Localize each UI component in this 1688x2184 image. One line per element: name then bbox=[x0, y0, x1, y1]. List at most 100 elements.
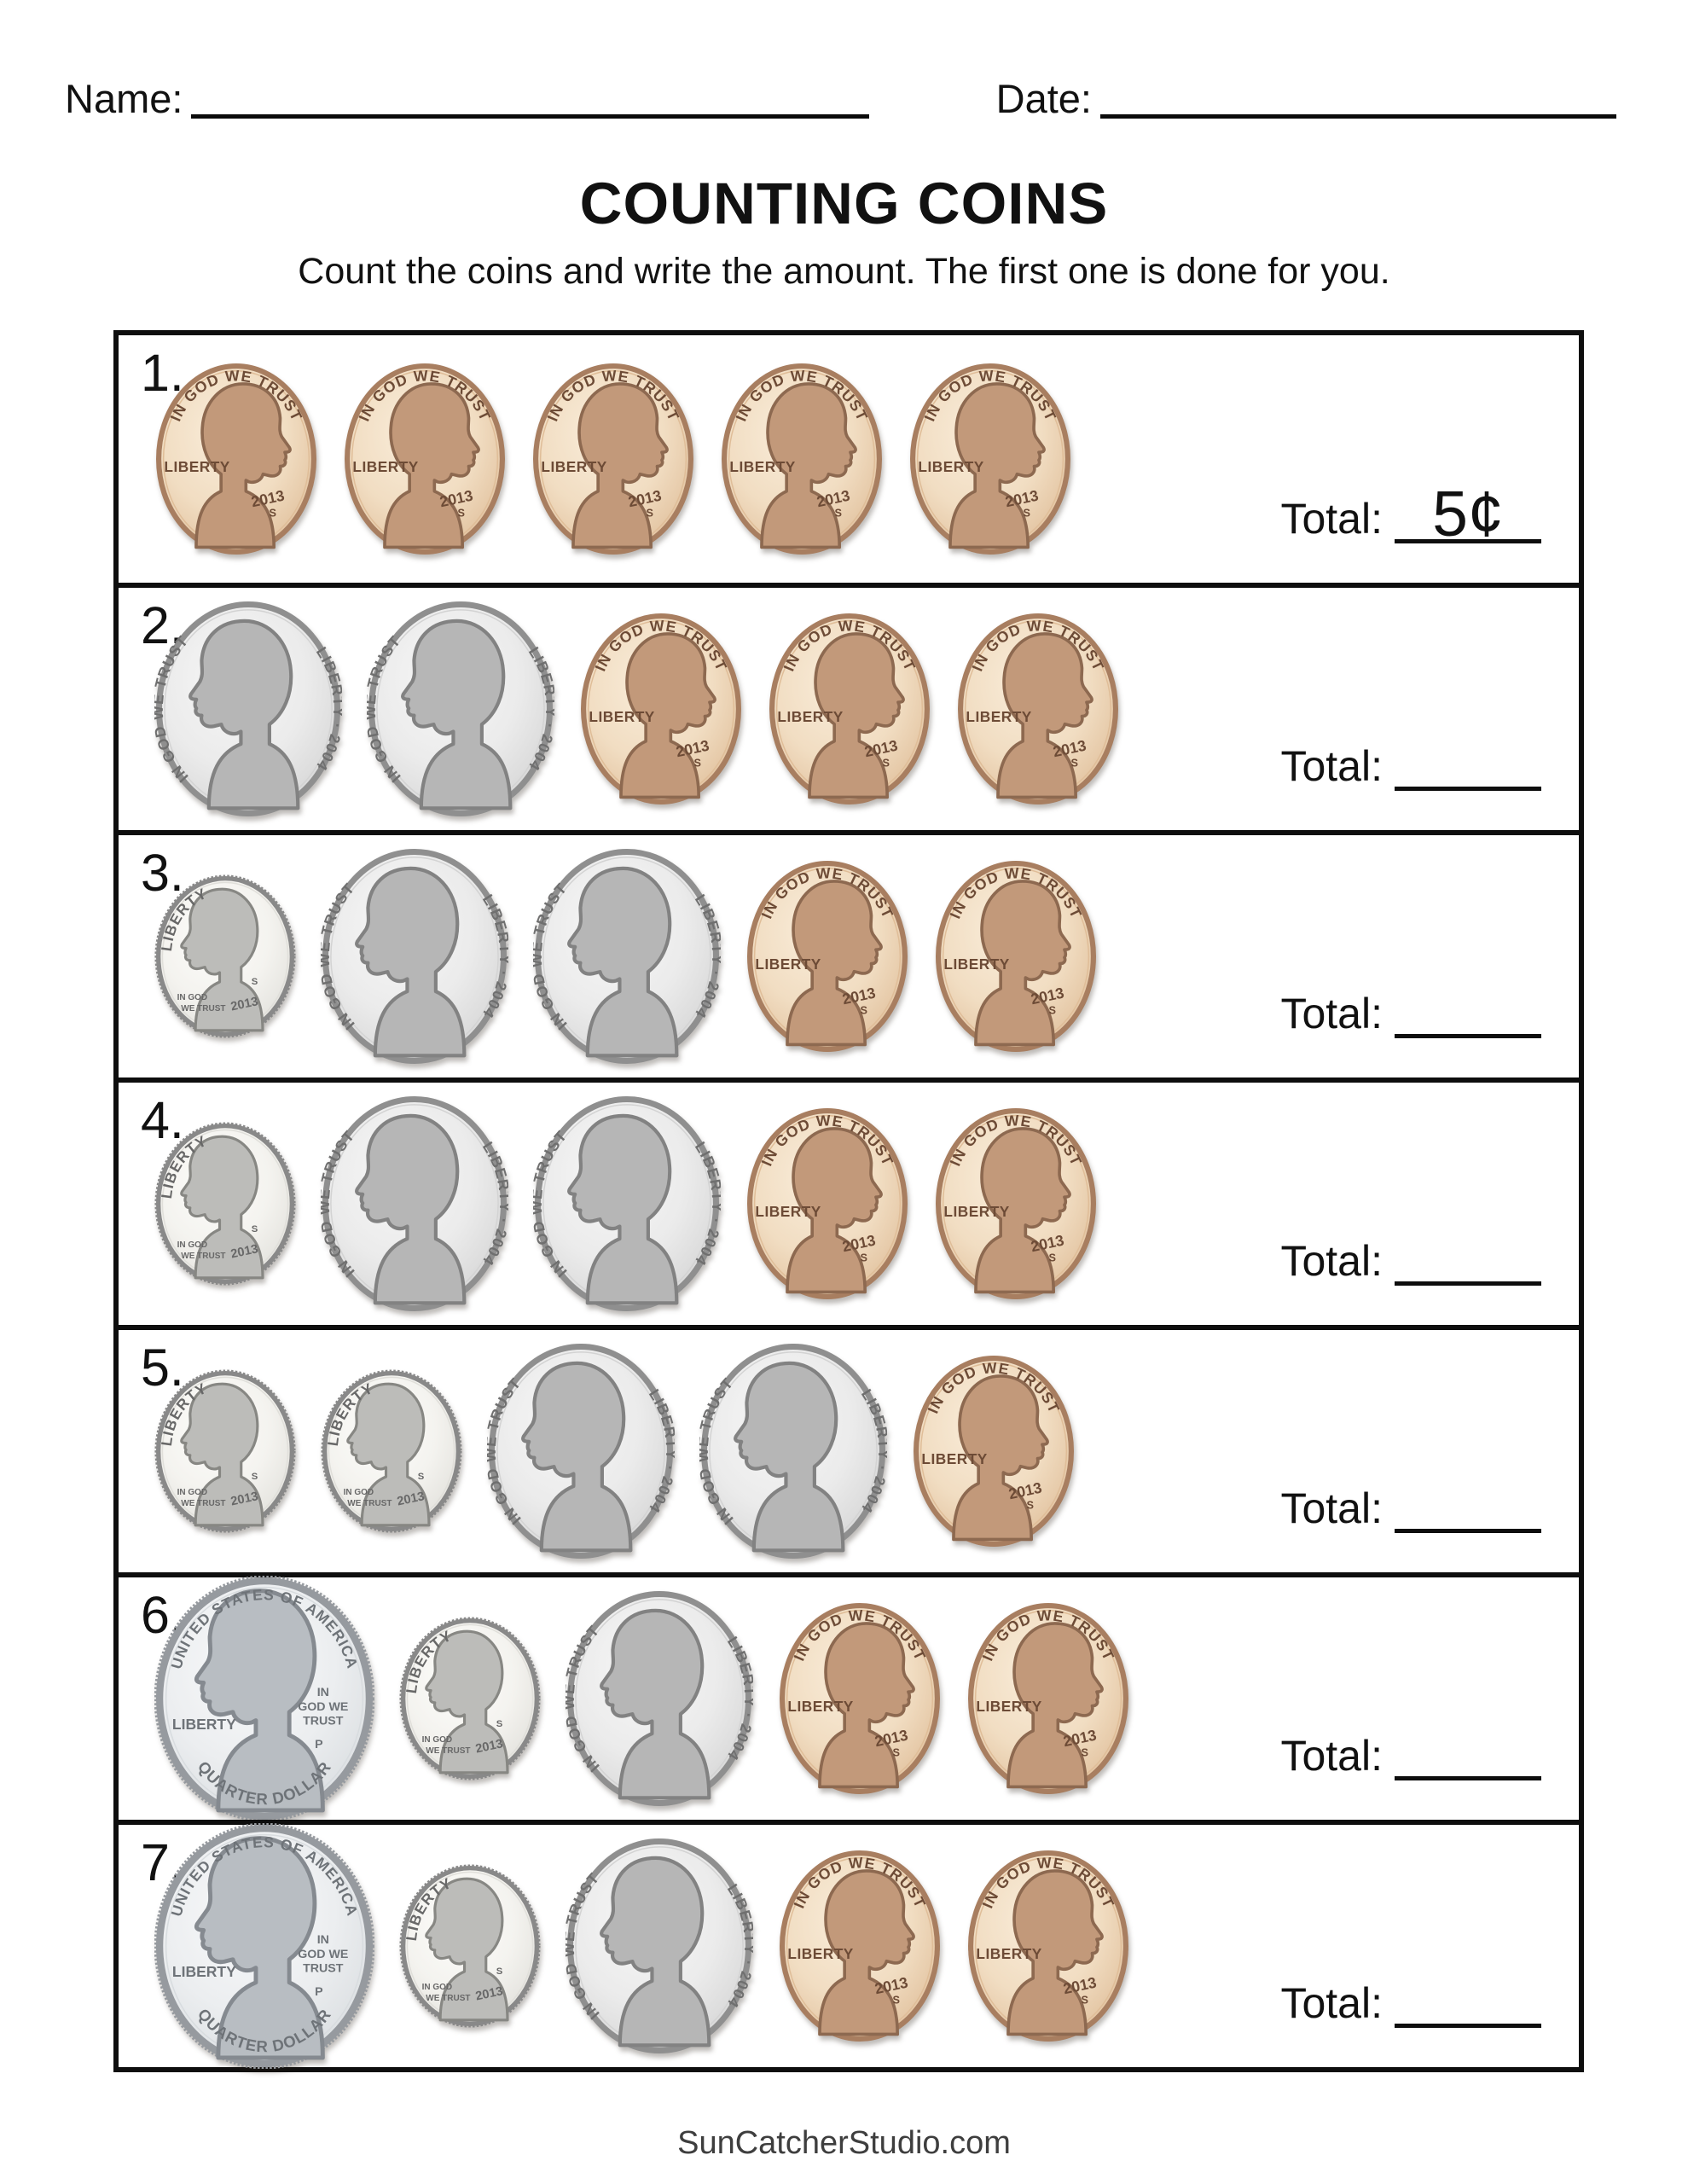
svg-text:S: S bbox=[860, 1252, 867, 1264]
total-label: Total: bbox=[1280, 1484, 1383, 1532]
answer-value: 5¢ bbox=[1432, 478, 1504, 549]
answer-blank[interactable] bbox=[1395, 1967, 1541, 2028]
total-field: Total: bbox=[1280, 730, 1541, 791]
coin-row: 7. UNITED STATES OF AMERICA QUARTER DOLLAR… bbox=[119, 1820, 1579, 2070]
svg-text:S: S bbox=[1048, 1252, 1055, 1264]
total-field: Total: bbox=[1280, 1720, 1541, 1780]
svg-text:S: S bbox=[693, 758, 700, 770]
svg-text:IN GOD: IN GOD bbox=[422, 1735, 453, 1745]
svg-text:WE TRUST: WE TRUST bbox=[426, 1746, 470, 1756]
svg-text:LIBERTY: LIBERTY bbox=[172, 1963, 236, 1980]
svg-text:S: S bbox=[252, 977, 258, 987]
svg-text:GOD WE: GOD WE bbox=[298, 1948, 348, 1961]
svg-text:2013: 2013 bbox=[396, 1490, 426, 1508]
svg-text:IN GOD: IN GOD bbox=[177, 1240, 208, 1250]
svg-text:S: S bbox=[1081, 1995, 1088, 2007]
svg-text:S: S bbox=[834, 508, 841, 520]
svg-text:GOD WE: GOD WE bbox=[298, 1700, 348, 1714]
svg-text:LIBERTY: LIBERTY bbox=[787, 1945, 853, 1962]
svg-text:LIBERTY: LIBERTY bbox=[787, 1698, 853, 1715]
svg-text:S: S bbox=[882, 758, 889, 770]
svg-text:LIBERTY: LIBERTY bbox=[943, 956, 1009, 973]
footer-credit: SunCatcherStudio.com bbox=[677, 2125, 1011, 2161]
date-line[interactable] bbox=[1100, 109, 1616, 119]
svg-text:S: S bbox=[269, 508, 276, 520]
svg-text:TRUST: TRUST bbox=[303, 1961, 344, 1975]
svg-text:LIBERTY: LIBERTY bbox=[921, 1450, 987, 1467]
svg-text:LIBERTY: LIBERTY bbox=[729, 458, 795, 475]
svg-text:S: S bbox=[418, 1472, 425, 1482]
total-field: Total: bbox=[1280, 1472, 1541, 1533]
date-field: Date: bbox=[996, 78, 1616, 119]
svg-text:S: S bbox=[646, 508, 653, 520]
instructions: Count the coins and write the amount. Th… bbox=[298, 251, 1390, 292]
svg-text:P: P bbox=[315, 1738, 322, 1751]
svg-text:LIBERTY: LIBERTY bbox=[976, 1945, 1041, 1962]
svg-text:S: S bbox=[892, 1995, 899, 2007]
answer-blank[interactable] bbox=[1395, 1225, 1541, 1286]
svg-text:S: S bbox=[860, 1005, 867, 1017]
total-label: Total: bbox=[1280, 742, 1383, 790]
answer-blank[interactable] bbox=[1395, 1472, 1541, 1533]
row-number: 1. bbox=[141, 344, 184, 402]
answer-blank[interactable] bbox=[1395, 978, 1541, 1038]
coin-group: UNITED STATES OF AMERICA QUARTER DOLLAR LI… bbox=[154, 1822, 1130, 2070]
svg-text:S: S bbox=[457, 508, 464, 520]
answer-blank[interactable] bbox=[1395, 730, 1541, 791]
total-field: Total: bbox=[1280, 978, 1541, 1038]
row-number: 4. bbox=[141, 1091, 184, 1149]
svg-text:S: S bbox=[496, 1966, 503, 1977]
total-field: Total: bbox=[1280, 1225, 1541, 1286]
svg-text:IN GOD: IN GOD bbox=[344, 1488, 374, 1497]
coin-row: 6. UNITED STATES OF AMERICA QUARTER DOLLAR… bbox=[119, 1572, 1579, 1822]
svg-text:IN: IN bbox=[317, 1686, 329, 1699]
svg-text:S: S bbox=[1023, 508, 1030, 520]
name-label: Name: bbox=[65, 76, 183, 121]
svg-text:P: P bbox=[315, 1985, 322, 1999]
name-line[interactable] bbox=[191, 109, 870, 119]
svg-text:2013: 2013 bbox=[474, 1737, 504, 1756]
answer-blank[interactable] bbox=[1395, 1720, 1541, 1780]
svg-text:WE TRUST: WE TRUST bbox=[181, 1252, 225, 1261]
svg-text:IN GOD: IN GOD bbox=[422, 1983, 453, 1992]
svg-text:LIBERTY: LIBERTY bbox=[541, 458, 606, 475]
svg-text:LIBERTY: LIBERTY bbox=[966, 708, 1031, 725]
total-label: Total: bbox=[1280, 495, 1383, 543]
total-label: Total: bbox=[1280, 1237, 1383, 1285]
answer-blank[interactable]: 5¢ bbox=[1395, 478, 1541, 549]
page-title: COUNTING COINS bbox=[579, 171, 1109, 236]
svg-text:2013: 2013 bbox=[229, 995, 259, 1014]
svg-text:WE TRUST: WE TRUST bbox=[347, 1499, 392, 1508]
total-field: Total: bbox=[1280, 1967, 1541, 2028]
svg-text:WE TRUST: WE TRUST bbox=[181, 1004, 225, 1014]
svg-text:LIBERTY: LIBERTY bbox=[755, 1203, 821, 1220]
coin-group: IN GOD WE TRUST LIBERTY 2013 S IN GOD WE TRU… bbox=[154, 362, 1072, 556]
svg-text:IN GOD: IN GOD bbox=[177, 993, 208, 1002]
